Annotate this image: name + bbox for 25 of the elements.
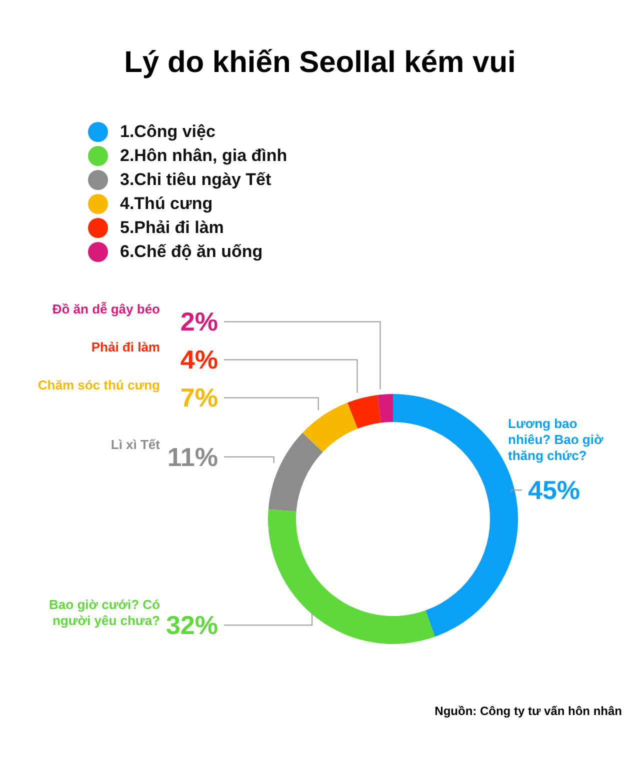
chart-title: Lý do khiến Seollal kém vui: [123, 45, 517, 81]
donut-slice: [268, 432, 323, 512]
text: Lương bao nhiêu? Bao giờ thăng chức?: [508, 416, 604, 464]
legend-label: 2.Hôn nhân, gia đình: [120, 146, 288, 166]
donut-slice: [377, 394, 393, 423]
legend-label: 1.Công việc: [120, 122, 216, 142]
data-label: 45%: [528, 475, 580, 506]
legend-label: 6.Chế độ ăn uống: [120, 242, 263, 262]
donut-slice: [302, 402, 358, 452]
data-label: 32%: [166, 610, 218, 640]
text: Đồ ăn dễ gây béo: [52, 302, 160, 317]
text: Bao giờ cưới? Có người yêu chưa?: [49, 597, 160, 628]
data-label: 2%: [180, 306, 218, 337]
legend-label: 3.Chi tiêu ngày Tết: [120, 170, 272, 190]
text: Chăm sóc thú cưng: [38, 378, 160, 393]
donut-slice: [347, 394, 381, 429]
text: Nguồn: Công ty tư vấn hôn nhân: [434, 704, 623, 718]
data-label: 7%: [180, 382, 218, 413]
text: Phải đi làm: [91, 340, 160, 355]
data-label: 4%: [180, 344, 218, 375]
data-label: 11%: [167, 442, 218, 472]
legend-label: 5.Phải đi làm: [120, 218, 224, 238]
text: Lì xì Tết: [110, 436, 160, 452]
donut-slice: [268, 509, 435, 644]
legend-label: 4.Thú cưng: [120, 194, 213, 214]
